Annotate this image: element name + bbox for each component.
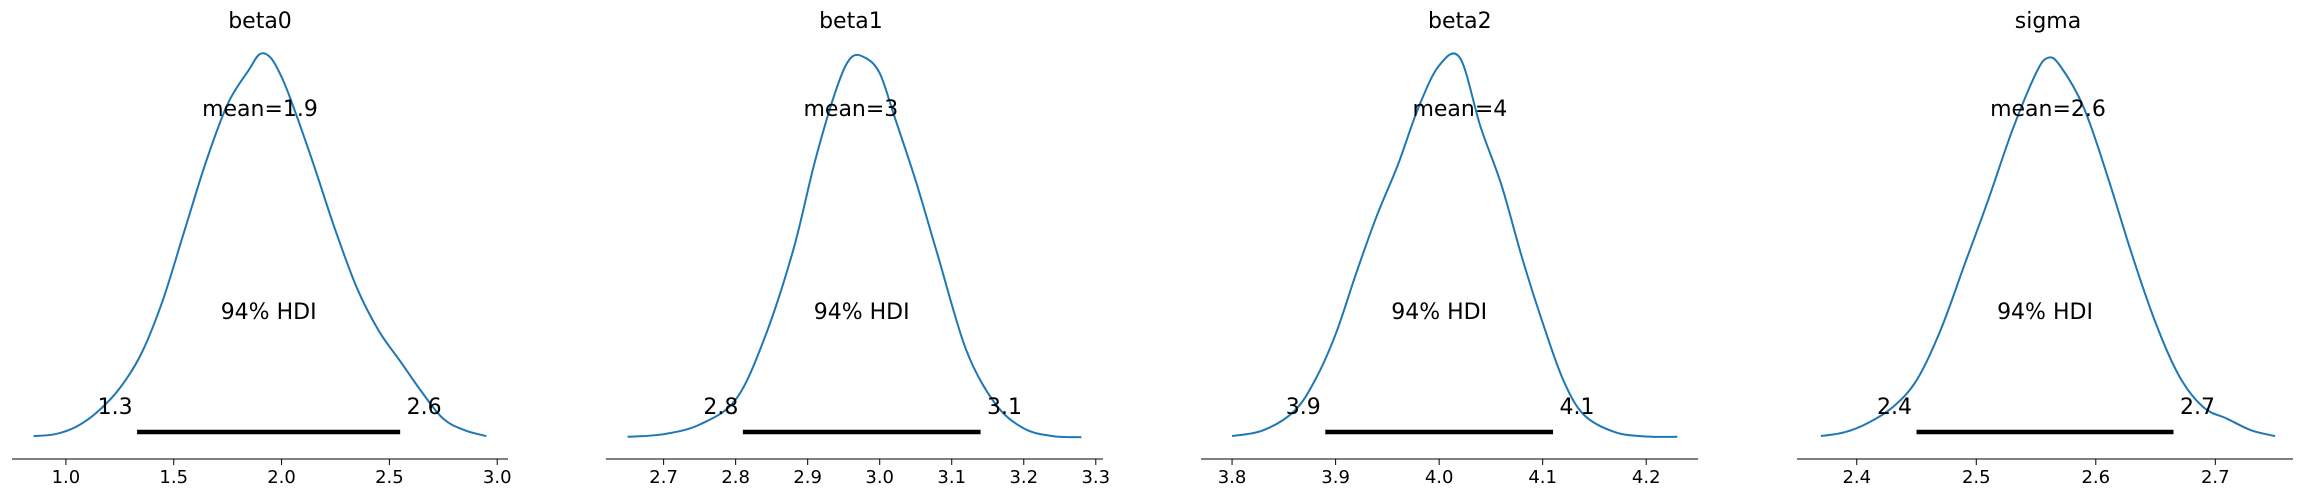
x-tick-label: 3.3 — [1081, 467, 1110, 488]
density-curve — [1820, 56, 2276, 438]
x-tick-label: 3.9 — [1321, 467, 1350, 488]
x-tick-label: 2.0 — [267, 467, 296, 488]
density-curve — [1231, 52, 1678, 438]
x-tick-label: 2.6 — [2081, 467, 2110, 488]
panel-title: sigma — [2015, 9, 2081, 34]
x-tick-label: 3.2 — [1009, 467, 1038, 488]
density-curve — [627, 53, 1082, 439]
x-tick-label: 3.1 — [937, 467, 966, 488]
panel-title: beta0 — [228, 9, 292, 34]
x-tick-label: 2.5 — [1962, 467, 1991, 488]
posterior-panel-beta0: beta0 1.0 1.5 2.0 2.5 3.0 mean=1.9 94% HDI 1.3 2.… — [12, 9, 512, 488]
x-tick-label: 2.5 — [375, 467, 404, 488]
density-curve — [33, 52, 487, 438]
mean-label: mean=1.9 — [202, 97, 318, 122]
x-tick-label: 2.7 — [649, 467, 678, 488]
x-tick-label: 3.0 — [865, 467, 894, 488]
hdi-low-label: 2.8 — [703, 395, 738, 420]
x-tick-label: 4.2 — [1632, 467, 1661, 488]
hdi-low-label: 1.3 — [98, 395, 133, 420]
x-tick-label: 3.0 — [483, 467, 512, 488]
x-tick-label: 1.5 — [159, 467, 188, 488]
mean-label: mean=3 — [803, 97, 898, 122]
x-tick-label: 2.7 — [2201, 467, 2230, 488]
x-tick-label: 4.1 — [1528, 467, 1557, 488]
hdi-label: 94% HDI — [1997, 300, 2093, 325]
panel-title: beta1 — [819, 9, 883, 34]
hdi-high-label: 2.7 — [2180, 395, 2215, 420]
posterior-panel-sigma: sigma 2.4 2.5 2.6 2.7 mean=2.6 94% HDI 2.4 2.7 — [1797, 9, 2293, 488]
x-tick-label: 2.9 — [793, 467, 822, 488]
mean-label: mean=2.6 — [1990, 97, 2106, 122]
panel-title: beta2 — [1428, 9, 1492, 34]
x-tick-label: 2.8 — [721, 467, 750, 488]
x-tick-label: 2.4 — [1842, 467, 1871, 488]
posterior-panel-beta1: beta1 2.7 2.8 2.9 3.0 3.1 3.2 3.3 mean=3 94% HDI 2… — [606, 9, 1110, 488]
x-tick-label: 1.0 — [52, 467, 81, 488]
hdi-label: 94% HDI — [1391, 300, 1487, 325]
hdi-high-label: 3.1 — [987, 395, 1022, 420]
posterior-panel-beta2: beta2 3.8 3.9 4.0 4.1 4.2 mean=4 94% HDI 3.9 4.1 — [1201, 9, 1698, 488]
hdi-high-label: 4.1 — [1560, 395, 1595, 420]
hdi-low-label: 3.9 — [1286, 395, 1321, 420]
x-tick-label: 4.0 — [1425, 467, 1454, 488]
mean-label: mean=4 — [1412, 97, 1507, 122]
hdi-label: 94% HDI — [814, 300, 910, 325]
x-tick-label: 3.8 — [1218, 467, 1247, 488]
hdi-high-label: 2.6 — [407, 395, 442, 420]
hdi-low-label: 2.4 — [1877, 395, 1912, 420]
hdi-label: 94% HDI — [221, 300, 317, 325]
